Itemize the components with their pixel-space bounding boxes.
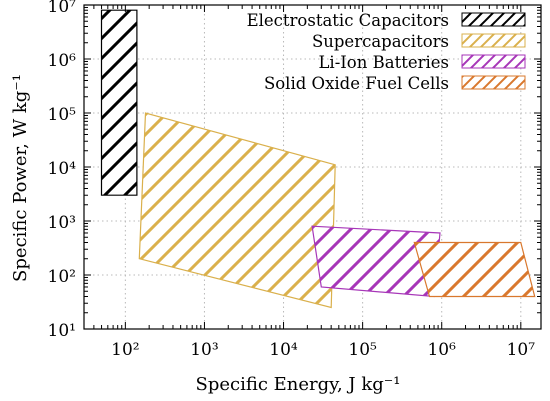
- legend-swatch-solid-oxide-fuel-cells: [461, 75, 526, 90]
- x-axis-title: Specific Energy, J kg⁻¹: [196, 374, 401, 395]
- region-supercapacitors: [138, 112, 336, 309]
- legend-label-li-ion-batteries: Li-Ion Batteries: [318, 53, 449, 72]
- legend-swatch-supercapacitors: [461, 33, 526, 48]
- y-tick-label: 10⁷: [48, 0, 77, 17]
- region-solid-oxide-fuel-cells: [413, 241, 536, 298]
- legend-label-supercapacitors: Supercapacitors: [312, 32, 449, 51]
- y-axis-title: Specific Power, W kg⁻¹: [10, 74, 31, 282]
- x-tick-label: 10⁶: [427, 340, 456, 360]
- region-electrostatic-capacitors: [100, 9, 138, 196]
- x-tick-label: 10³: [190, 340, 218, 360]
- y-tick-label: 10³: [48, 213, 76, 233]
- y-tick-label: 10¹: [48, 321, 76, 341]
- legend-label-electrostatic-capacitors: Electrostatic Capacitors: [247, 11, 449, 30]
- legend-swatch-li-ion-batteries: [461, 54, 526, 69]
- legend-swatch-electrostatic-capacitors: [461, 12, 526, 27]
- x-tick-label: 10⁴: [269, 340, 298, 360]
- legend: Electrostatic Capacitors Supercapacitors L…: [247, 11, 526, 93]
- axis-ticks: 10² 10³ 10⁴ 10⁵ 10⁶ 10⁷ 10¹ 10² 10³ 10⁴ 10⁵ 10⁶ 10⁷: [48, 0, 541, 360]
- y-tick-label: 10⁶: [48, 51, 77, 71]
- y-tick-label: 10⁴: [48, 159, 77, 179]
- x-tick-label: 10⁵: [348, 340, 377, 360]
- x-tick-label: 10⁷: [507, 340, 536, 360]
- x-tick-label: 10²: [111, 340, 139, 360]
- legend-label-solid-oxide-fuel-cells: Solid Oxide Fuel Cells: [264, 74, 449, 93]
- series-regions: [100, 9, 536, 309]
- y-tick-label: 10²: [48, 267, 76, 287]
- y-tick-label: 10⁵: [48, 105, 77, 125]
